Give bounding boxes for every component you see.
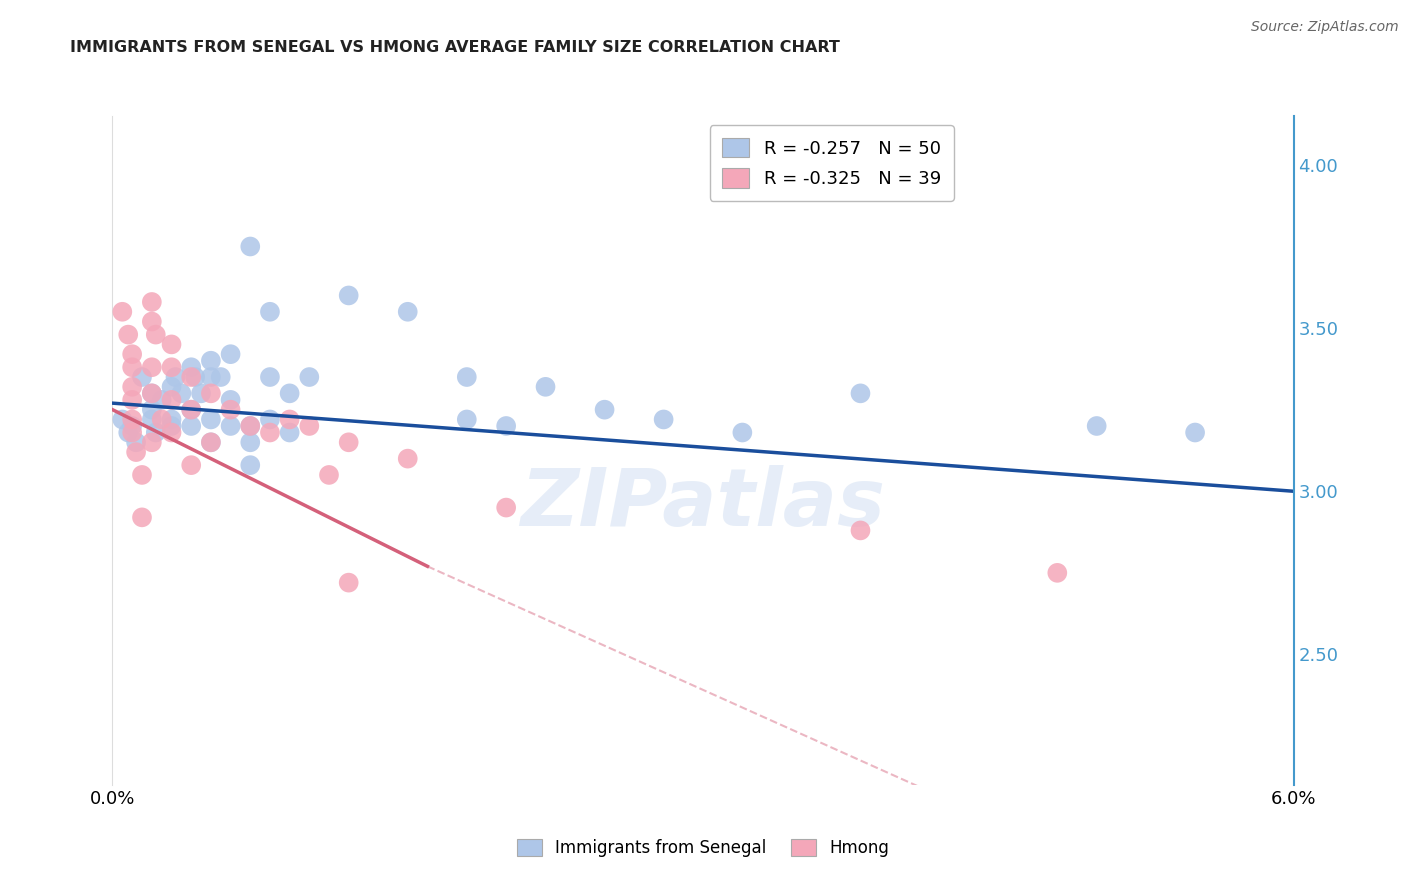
- Point: [160, 392, 183, 407]
- Point: [652, 412, 675, 426]
- Point: [125, 445, 148, 459]
- Point: [131, 467, 153, 482]
- Point: [141, 360, 163, 375]
- Point: [180, 402, 202, 417]
- Point: [141, 402, 163, 417]
- Point: [200, 435, 222, 450]
- Point: [337, 575, 360, 590]
- Point: [239, 458, 262, 472]
- Point: [593, 402, 616, 417]
- Point: [534, 380, 557, 394]
- Point: [184, 370, 207, 384]
- Point: [117, 327, 139, 342]
- Point: [165, 370, 187, 384]
- Point: [200, 412, 222, 426]
- Point: [180, 458, 202, 472]
- Point: [121, 425, 143, 440]
- Point: [200, 353, 222, 368]
- Point: [200, 435, 222, 450]
- Point: [121, 380, 143, 394]
- Point: [278, 386, 301, 401]
- Point: [111, 412, 134, 426]
- Point: [1085, 419, 1108, 434]
- Point: [141, 435, 163, 450]
- Point: [125, 435, 148, 450]
- Point: [180, 370, 202, 384]
- Point: [121, 360, 143, 375]
- Point: [121, 392, 143, 407]
- Point: [219, 402, 242, 417]
- Point: [1046, 566, 1069, 580]
- Point: [121, 412, 143, 426]
- Point: [219, 347, 242, 361]
- Point: [278, 412, 301, 426]
- Point: [298, 419, 321, 434]
- Point: [209, 370, 232, 384]
- Point: [495, 419, 517, 434]
- Point: [259, 412, 281, 426]
- Point: [160, 380, 183, 394]
- Point: [318, 467, 340, 482]
- Point: [150, 392, 173, 407]
- Point: [259, 425, 281, 440]
- Point: [145, 327, 167, 342]
- Point: [298, 370, 321, 384]
- Point: [160, 337, 183, 351]
- Point: [170, 386, 193, 401]
- Point: [200, 386, 222, 401]
- Point: [849, 386, 872, 401]
- Point: [141, 386, 163, 401]
- Point: [180, 419, 202, 434]
- Point: [121, 419, 143, 434]
- Point: [160, 425, 183, 440]
- Point: [456, 412, 478, 426]
- Point: [111, 305, 134, 319]
- Point: [121, 347, 143, 361]
- Point: [1184, 425, 1206, 440]
- Text: Source: ZipAtlas.com: Source: ZipAtlas.com: [1251, 20, 1399, 34]
- Point: [160, 360, 183, 375]
- Point: [190, 386, 212, 401]
- Point: [239, 435, 262, 450]
- Point: [160, 412, 183, 426]
- Point: [160, 419, 183, 434]
- Point: [200, 370, 222, 384]
- Text: IMMIGRANTS FROM SENEGAL VS HMONG AVERAGE FAMILY SIZE CORRELATION CHART: IMMIGRANTS FROM SENEGAL VS HMONG AVERAGE…: [70, 40, 841, 55]
- Point: [239, 419, 262, 434]
- Point: [337, 435, 360, 450]
- Point: [259, 370, 281, 384]
- Point: [117, 425, 139, 440]
- Point: [396, 305, 419, 319]
- Point: [239, 239, 262, 253]
- Point: [259, 305, 281, 319]
- Point: [495, 500, 517, 515]
- Point: [456, 370, 478, 384]
- Point: [396, 451, 419, 466]
- Point: [849, 524, 872, 538]
- Text: ZIPatlas: ZIPatlas: [520, 465, 886, 543]
- Point: [131, 370, 153, 384]
- Point: [731, 425, 754, 440]
- Point: [219, 392, 242, 407]
- Point: [150, 412, 173, 426]
- Point: [219, 419, 242, 434]
- Point: [141, 412, 163, 426]
- Point: [180, 360, 202, 375]
- Point: [337, 288, 360, 302]
- Point: [141, 314, 163, 328]
- Point: [131, 510, 153, 524]
- Point: [141, 295, 163, 310]
- Point: [180, 402, 202, 417]
- Point: [141, 386, 163, 401]
- Point: [239, 419, 262, 434]
- Legend: Immigrants from Senegal, Hmong: Immigrants from Senegal, Hmong: [510, 832, 896, 863]
- Point: [145, 425, 167, 440]
- Point: [278, 425, 301, 440]
